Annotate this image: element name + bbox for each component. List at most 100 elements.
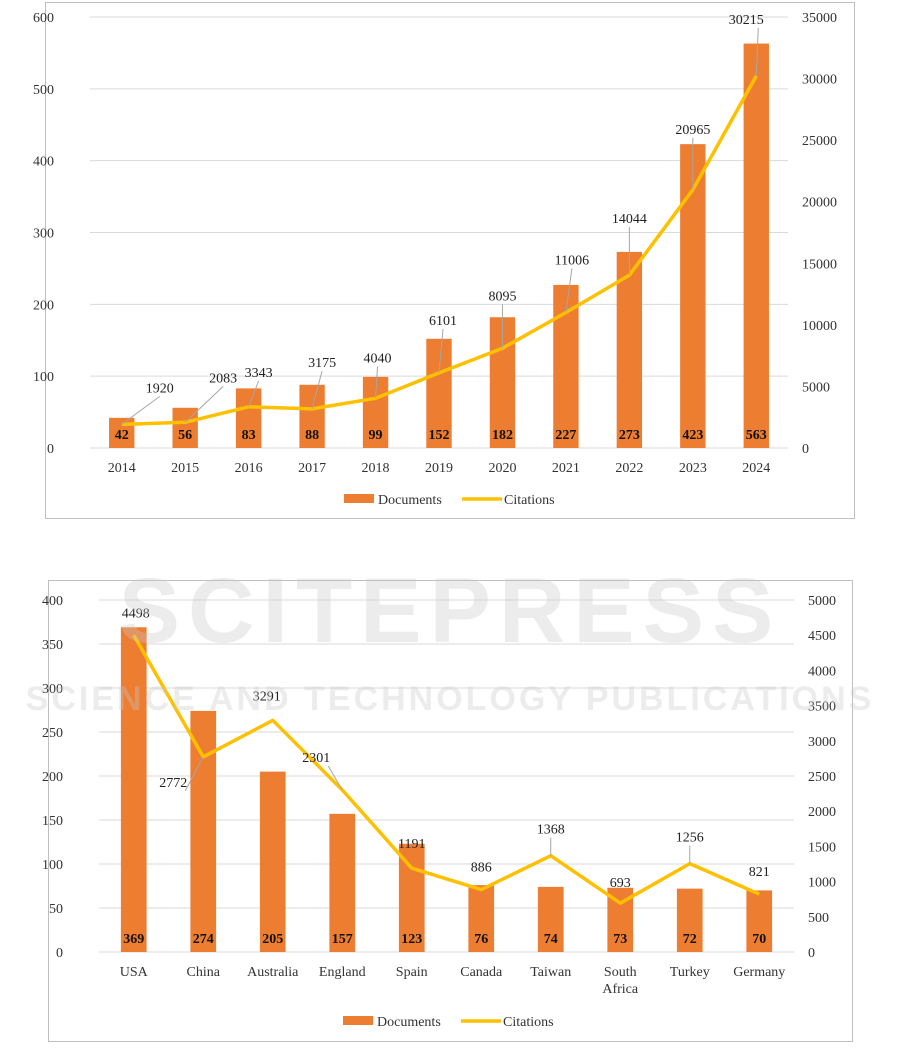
right-axis-tick-label: 5000 bbox=[802, 380, 830, 395]
citations-value-label: 3343 bbox=[245, 366, 273, 381]
left-axis-tick-label: 400 bbox=[42, 594, 63, 609]
left-axis-tick-label: 0 bbox=[56, 946, 63, 961]
documents-value-label: 73 bbox=[613, 932, 627, 947]
category-label: South Africa bbox=[602, 965, 639, 997]
documents-bar bbox=[259, 771, 286, 952]
documents-bar bbox=[329, 813, 356, 952]
citations-value-label: 693 bbox=[610, 876, 631, 891]
legend-citations-label: Citations bbox=[504, 493, 555, 508]
left-axis-tick-label: 300 bbox=[33, 227, 54, 242]
citation-leader-line bbox=[311, 370, 323, 410]
citations-line bbox=[121, 75, 758, 427]
citations-value-label: 1920 bbox=[146, 381, 174, 396]
documents-value-label: 42 bbox=[115, 428, 129, 443]
category-label: 2017 bbox=[298, 461, 326, 476]
citations-value-label: 821 bbox=[749, 865, 770, 880]
citations-line bbox=[132, 634, 761, 905]
right-axis-tick-label: 15000 bbox=[802, 257, 837, 272]
left-axis-tick-label: 250 bbox=[42, 726, 63, 741]
chart2-svg: 0501001502002503003504000500100015002000… bbox=[42, 594, 836, 1030]
right-axis-tick-label: 1500 bbox=[808, 840, 836, 855]
citations-value-label: 3175 bbox=[308, 356, 336, 371]
right-axis-tick-label: 3500 bbox=[808, 700, 836, 715]
documents-bar bbox=[746, 890, 773, 952]
left-axis-tick-label: 0 bbox=[47, 442, 54, 457]
citations-value-label: 11006 bbox=[555, 253, 589, 268]
legend-citations-label: Citations bbox=[503, 1015, 554, 1030]
left-axis-tick-label: 200 bbox=[42, 770, 63, 785]
category-label: China bbox=[187, 965, 221, 980]
citations-value-label: 2083 bbox=[209, 371, 237, 386]
left-axis-tick-label: 100 bbox=[42, 858, 63, 873]
documents-bar bbox=[299, 384, 325, 448]
category-label: 2023 bbox=[679, 461, 707, 476]
documents-value-label: 205 bbox=[262, 932, 283, 947]
documents-bar bbox=[426, 338, 452, 448]
citations-value-label: 3291 bbox=[253, 689, 281, 704]
left-axis-tick-label: 200 bbox=[33, 298, 54, 313]
chart1-svg: 0 100 200 300 400 500 600 0 5000 10000 15000 20000 2… bbox=[33, 11, 837, 508]
left-axis-tick-label: 350 bbox=[42, 638, 63, 653]
right-axis-tick-label: 2000 bbox=[808, 805, 836, 820]
left-axis-tick-label: 400 bbox=[33, 155, 54, 170]
right-axis-tick-label: 1000 bbox=[808, 876, 836, 891]
category-label: USA bbox=[120, 965, 149, 980]
citation-leader-line bbox=[327, 765, 343, 791]
documents-value-label: 227 bbox=[555, 428, 576, 443]
documents-value-label: 563 bbox=[746, 428, 767, 443]
category-label: Australia bbox=[247, 965, 299, 980]
citations-value-label: 1368 bbox=[537, 823, 565, 838]
documents-citations-by-year-chart: 0 100 200 300 400 500 600 0 5000 10000 15000 20000 2… bbox=[33, 2, 855, 519]
citations-value-label: 2772 bbox=[159, 776, 187, 791]
right-axis-tick-label: 0 bbox=[802, 442, 809, 457]
citations-value-label: 8095 bbox=[488, 289, 516, 304]
documents-value-label: 76 bbox=[474, 932, 488, 947]
documents-value-label: 182 bbox=[492, 428, 513, 443]
documents-value-label: 123 bbox=[401, 932, 422, 947]
documents-value-label: 152 bbox=[429, 428, 450, 443]
left-axis-tick-label: 500 bbox=[33, 83, 54, 98]
citations-value-label: 20965 bbox=[675, 123, 710, 138]
legend-documents-swatch bbox=[344, 494, 374, 503]
category-label: 2024 bbox=[742, 461, 770, 476]
documents-bar bbox=[398, 843, 425, 952]
documents-value-label: 74 bbox=[544, 932, 558, 947]
left-axis-tick-label: 50 bbox=[49, 902, 63, 917]
citation-leader-line bbox=[184, 385, 224, 423]
citation-leader-line bbox=[121, 395, 161, 425]
right-axis-tick-label: 500 bbox=[808, 911, 829, 926]
documents-bar bbox=[680, 144, 706, 448]
documents-value-label: 99 bbox=[369, 428, 383, 443]
citation-leader-line bbox=[755, 27, 759, 76]
documents-value-label: 369 bbox=[123, 932, 144, 947]
citations-value-label: 30215 bbox=[729, 13, 764, 28]
category-label: Taiwan bbox=[530, 965, 571, 980]
documents-value-label: 157 bbox=[332, 932, 353, 947]
documents-value-label: 273 bbox=[619, 428, 640, 443]
citations-value-label: 886 bbox=[471, 861, 492, 876]
category-label: Canada bbox=[460, 965, 503, 980]
documents-bar bbox=[190, 710, 217, 952]
category-label: England bbox=[319, 965, 366, 980]
category-label: 2015 bbox=[171, 461, 199, 476]
legend-documents-label: Documents bbox=[378, 493, 442, 508]
category-label: Germany bbox=[733, 965, 785, 980]
documents-value-label: 88 bbox=[305, 428, 319, 443]
citations-value-label: 4040 bbox=[364, 351, 392, 366]
right-axis-tick-label: 20000 bbox=[802, 196, 837, 211]
documents-value-label: 423 bbox=[682, 428, 703, 443]
right-axis-tick-label: 10000 bbox=[802, 319, 837, 334]
documents-bar bbox=[362, 376, 389, 448]
citations-value-label: 14044 bbox=[612, 212, 647, 227]
documents-bar bbox=[537, 886, 564, 952]
right-axis-tick-label: 35000 bbox=[802, 11, 837, 26]
citations-value-label: 4498 bbox=[122, 606, 150, 621]
left-axis-tick-label: 300 bbox=[42, 682, 63, 697]
documents-bar bbox=[120, 627, 147, 952]
category-label: 2021 bbox=[552, 461, 580, 476]
documents-value-label: 56 bbox=[178, 428, 192, 443]
citation-leader-line bbox=[248, 380, 260, 408]
category-label: Spain bbox=[396, 965, 428, 980]
citations-value-label: 6101 bbox=[429, 314, 457, 329]
documents-bar bbox=[235, 388, 262, 448]
